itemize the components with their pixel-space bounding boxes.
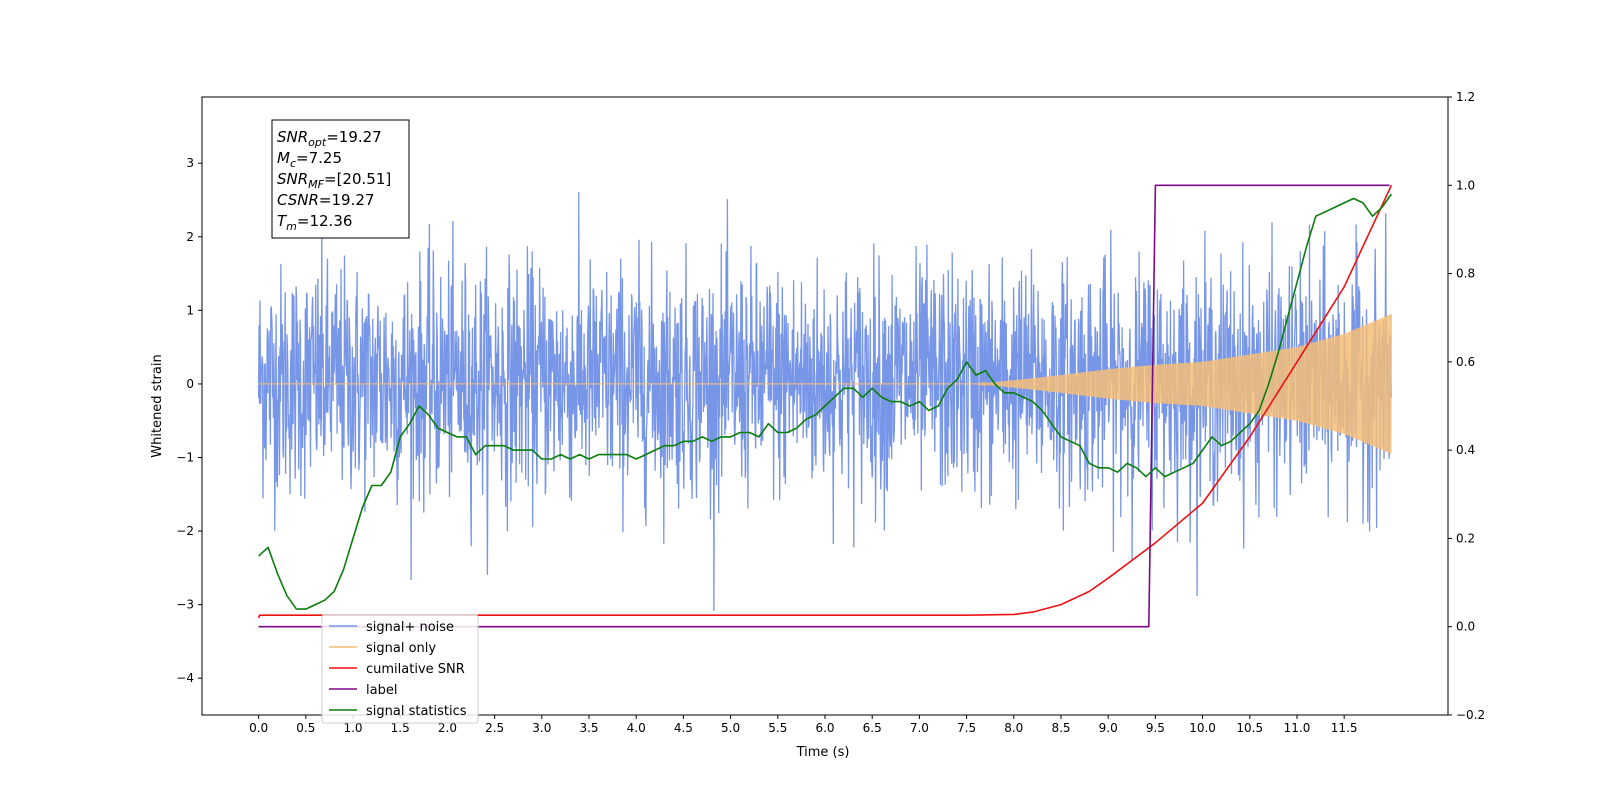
annotation-symbol: T <box>277 212 288 230</box>
y2-tick-label: 0.6 <box>1456 355 1475 369</box>
x-tick-label: 11.0 <box>1284 721 1311 735</box>
annotation-frame <box>271 119 410 239</box>
annotation-line: Tm=12.36 <box>277 212 352 233</box>
annotation-subscript: m <box>286 220 297 233</box>
legend-label: signal only <box>366 641 436 656</box>
signal-statistics-line <box>258 193 1393 610</box>
annotation-symbol: SNR <box>277 170 308 188</box>
x-tick-label: 9.5 <box>1146 721 1165 735</box>
x-axis-label: Time (s) <box>796 745 850 760</box>
x-tick-label: 7.5 <box>957 721 976 735</box>
x-tick-label: 2.5 <box>485 721 504 735</box>
annotation-value: =19.27 <box>319 191 375 209</box>
y2-tick-label: 1.2 <box>1456 90 1475 104</box>
y2-tick-label: 1.0 <box>1456 178 1475 192</box>
x-tick-label: 5.0 <box>721 721 740 735</box>
y2-tick-label: 0.0 <box>1456 620 1475 634</box>
x-tick-label: 4.5 <box>674 721 693 735</box>
cumulative-snr-line <box>257 184 1393 619</box>
y2-tick-label: 0.4 <box>1456 443 1475 457</box>
annotation-line: CSNR=19.27 <box>277 191 374 209</box>
annotation-subscript: opt <box>308 136 327 149</box>
x-tick-label: 0.5 <box>296 721 315 735</box>
annotation-value: =12.36 <box>297 212 353 230</box>
annotation-line: SNRopt=19.27 <box>277 128 382 149</box>
x-tick-label: 9.0 <box>1099 721 1118 735</box>
y2-tick-label: −0.2 <box>1456 708 1485 722</box>
y-tick-label: −2 <box>176 524 194 538</box>
annotation-symbol: M <box>277 149 290 167</box>
x-tick-label: 8.5 <box>1051 721 1070 735</box>
legend-label: label <box>366 683 397 698</box>
y2-tick-label: 0.8 <box>1456 267 1475 281</box>
x-tick-label: 1.0 <box>343 721 362 735</box>
annotation-value: =19.27 <box>326 128 382 146</box>
x-tick-label: 4.0 <box>627 721 646 735</box>
y2-tick-label: 0.2 <box>1456 531 1475 545</box>
y-tick-label: −1 <box>176 451 194 465</box>
annotation-line: Mc=7.25 <box>277 149 342 170</box>
label-line <box>258 184 1390 628</box>
y-tick-label: −3 <box>176 598 194 612</box>
x-tick-label: 3.0 <box>532 721 551 735</box>
x-tick-label: 8.0 <box>1004 721 1023 735</box>
x-tick-label: 10.5 <box>1236 721 1263 735</box>
y-axis-label: Whitened strain <box>150 354 165 457</box>
annotation-line: SNRMF=[20.51] <box>277 170 391 191</box>
y-tick-label: −4 <box>176 671 194 685</box>
annotation-symbol: CSNR <box>277 191 319 209</box>
annotation-symbol: SNR <box>277 128 308 146</box>
y-tick-label: 1 <box>186 303 194 317</box>
legend-label: cumilative SNR <box>366 662 465 677</box>
legend-label: signal statistics <box>366 704 467 719</box>
x-tick-label: 6.5 <box>863 721 882 735</box>
annotation-value: =[20.51] <box>324 170 391 188</box>
x-tick-label: 7.0 <box>910 721 929 735</box>
x-tick-label: 0.0 <box>249 721 268 735</box>
y-tick-label: 3 <box>186 156 194 170</box>
legend: signal+ noise signal only cumilative SNR la… <box>321 614 479 724</box>
axes: 0.0 0.5 1.0 1.5 2.0 2.5 3.0 3.5 4.0 4.5 5.0 5.5 6.0 6… <box>176 90 1485 735</box>
x-tick-label: 11.5 <box>1331 721 1358 735</box>
x-tick-label: 10.0 <box>1189 721 1216 735</box>
annotation-subscript: c <box>290 157 296 170</box>
annotation-subscript: MF <box>308 178 324 191</box>
legend-frame <box>321 614 479 724</box>
y-tick-label: 2 <box>186 230 194 244</box>
signal-only-line <box>258 313 1392 454</box>
x-tick-label: 2.0 <box>438 721 457 735</box>
y-tick-label: 0 <box>186 377 194 391</box>
annotation-box: SNRopt=19.27Mc=7.25SNRMF=[20.51]CSNR=19.… <box>271 119 410 239</box>
x-tick-label: 3.5 <box>579 721 598 735</box>
x-tick-label: 1.5 <box>391 721 410 735</box>
x-tick-label: 6.0 <box>815 721 834 735</box>
legend-label: signal+ noise <box>366 620 454 635</box>
x-tick-label: 5.5 <box>768 721 787 735</box>
plot-area <box>257 184 1393 628</box>
annotation-value: =7.25 <box>296 149 342 167</box>
